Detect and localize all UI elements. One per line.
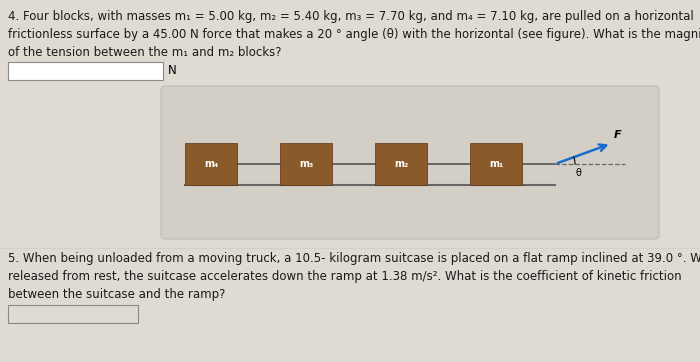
Text: of the tension between the m₁ and m₂ blocks?: of the tension between the m₁ and m₂ blo…	[8, 46, 281, 59]
Text: N: N	[168, 64, 176, 77]
Text: m₂: m₂	[394, 159, 408, 169]
Text: m₃: m₃	[299, 159, 313, 169]
FancyBboxPatch shape	[8, 305, 138, 323]
FancyBboxPatch shape	[470, 143, 522, 185]
Text: 4. Four blocks, with masses m₁ = 5.00 kg, m₂ = 5.40 kg, m₃ = 7.70 kg, and m₄ = 7: 4. Four blocks, with masses m₁ = 5.00 kg…	[8, 10, 694, 23]
Text: F: F	[613, 130, 621, 140]
FancyBboxPatch shape	[375, 143, 427, 185]
Text: m₄: m₄	[204, 159, 218, 169]
Text: frictionless surface by a 45.00 N force that makes a 20 ° angle (θ) with the hor: frictionless surface by a 45.00 N force …	[8, 28, 700, 41]
FancyBboxPatch shape	[280, 143, 332, 185]
Text: 5. When being unloaded from a moving truck, a 10.5- kilogram suitcase is placed : 5. When being unloaded from a moving tru…	[8, 252, 700, 265]
Text: released from rest, the suitcase accelerates down the ramp at 1.38 m/s². What is: released from rest, the suitcase acceler…	[8, 270, 682, 283]
Text: θ: θ	[575, 168, 581, 178]
Text: between the suitcase and the ramp?: between the suitcase and the ramp?	[8, 288, 225, 301]
FancyBboxPatch shape	[185, 143, 237, 185]
FancyBboxPatch shape	[8, 62, 163, 80]
Text: m₁: m₁	[489, 159, 503, 169]
FancyBboxPatch shape	[161, 86, 659, 239]
